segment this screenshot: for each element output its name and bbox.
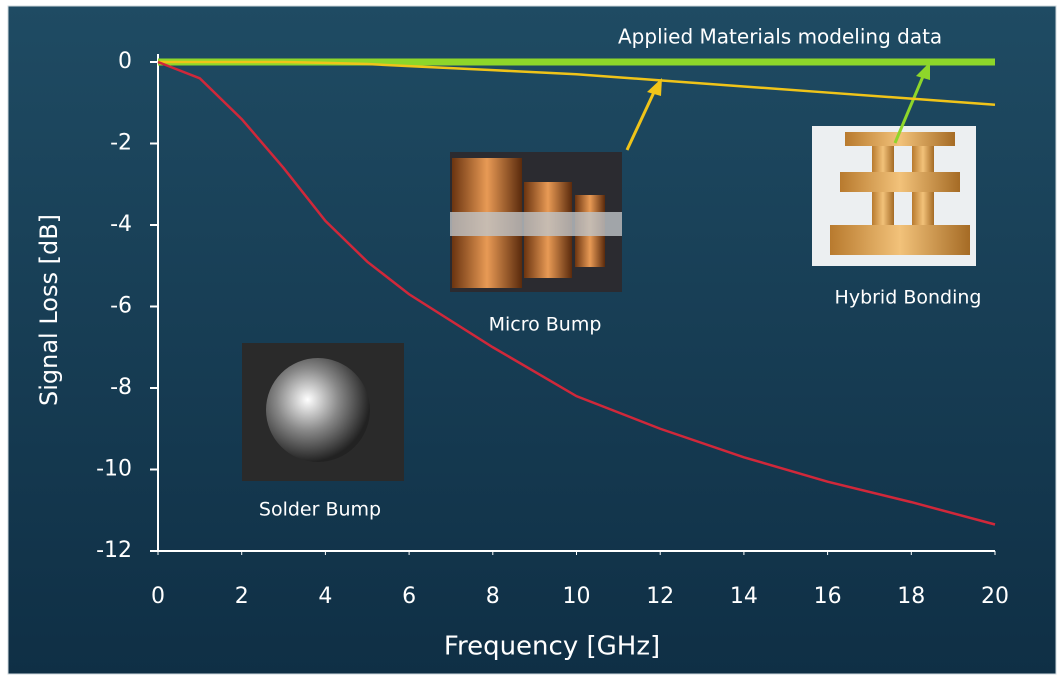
y-tick-label: -10	[96, 457, 132, 482]
x-tick-label: 18	[897, 584, 925, 609]
y-tick-label: 0	[118, 49, 132, 74]
x-tick-label: 0	[151, 584, 165, 609]
x-tick-label: 16	[814, 584, 842, 609]
y-tick-label: -8	[110, 375, 132, 400]
micro-bump-image	[450, 152, 622, 292]
y-axis-title: Signal Loss [dB]	[35, 214, 63, 406]
series-label: Hybrid Bonding	[835, 287, 982, 309]
plot-background	[8, 6, 1056, 674]
series-label: Micro Bump	[489, 314, 602, 336]
x-tick-label: 2	[235, 584, 249, 609]
x-tick-label: 8	[486, 584, 500, 609]
x-axis-title: Frequency [GHz]	[444, 632, 660, 662]
y-tick-label: -6	[110, 294, 132, 319]
x-tick-label: 20	[981, 584, 1009, 609]
hybrid-bonding-image	[812, 126, 976, 266]
annotation: Applied Materials modeling data	[618, 25, 942, 49]
solder-bump-image	[242, 343, 404, 481]
x-tick-label: 10	[563, 584, 591, 609]
x-tick-label: 12	[646, 584, 674, 609]
x-tick-label: 14	[730, 584, 758, 609]
y-tick-label: -12	[96, 538, 132, 563]
x-tick-label: 6	[402, 584, 416, 609]
chart: Applied Materials modeling data Frequenc…	[0, 0, 1062, 679]
y-tick-label: -2	[110, 131, 132, 156]
x-tick-label: 4	[318, 584, 332, 609]
y-tick-label: -4	[110, 212, 132, 237]
series-label: Solder Bump	[259, 499, 381, 521]
